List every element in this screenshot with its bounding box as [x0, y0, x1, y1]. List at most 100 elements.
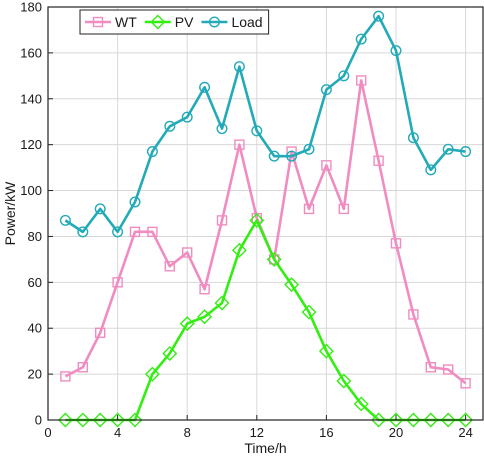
data-point-load: [199, 81, 211, 93]
data-point-wt: [164, 261, 176, 272]
data-point-wt: [425, 362, 436, 373]
data-point-wt: [181, 247, 193, 258]
series-line-load: [64, 14, 466, 234]
data-point-wt: [199, 284, 210, 295]
data-point-pv: [353, 396, 369, 412]
legend-item-wt: WT: [85, 14, 137, 30]
data-point-load: [129, 196, 141, 208]
data-point-load: [251, 125, 263, 137]
data-point-pv: [162, 345, 178, 361]
y-tick-label: 120: [20, 137, 42, 152]
data-point-load: [59, 214, 71, 226]
data-point-load: [268, 150, 280, 162]
data-point-load: [164, 120, 176, 132]
grid: [47, 6, 483, 421]
plot-frame: [47, 6, 484, 421]
data-point-wt: [373, 155, 384, 166]
data-point-load: [338, 70, 350, 82]
data-point-load: [460, 146, 472, 158]
x-tick-label: 0: [44, 425, 51, 440]
data-point-load: [181, 111, 193, 123]
data-point-pv: [405, 412, 421, 428]
legend-swatch-marker: [208, 16, 220, 28]
series-line-pv: [65, 219, 466, 422]
legend-label: PV: [175, 14, 194, 30]
data-point-load: [303, 143, 315, 155]
data-point-load: [146, 146, 158, 158]
legend-label: WT: [115, 14, 137, 30]
x-axis-label: Time/h: [244, 440, 286, 456]
data-point-wt: [321, 160, 332, 171]
data-point-load: [355, 33, 367, 45]
data-point-pv: [92, 412, 108, 428]
legend-label: Load: [231, 14, 262, 30]
data-point-wt: [94, 327, 106, 339]
data-point-load: [320, 84, 332, 96]
x-tick-label: 8: [184, 425, 191, 440]
data-point-wt: [129, 226, 141, 238]
data-point-pv: [197, 309, 213, 325]
y-axis-label: Power/kW: [2, 181, 18, 246]
x-tick-label: 12: [250, 425, 264, 440]
data-point-pv: [266, 251, 282, 267]
y-tick-label: 0: [35, 413, 42, 428]
y-tick-label: 40: [28, 321, 42, 336]
tick-labels: 0 4 8 12 16 20 24 0 20 40 60 80 100 120 140 160 180: [20, 0, 473, 440]
data-point-pv: [423, 412, 439, 428]
data-point-load: [407, 132, 419, 144]
series-load: [59, 10, 472, 238]
data-point-pv: [249, 212, 265, 228]
data-point-pv: [179, 316, 195, 332]
data-point-wt: [338, 203, 349, 215]
x-tick-label: 4: [114, 425, 121, 440]
data-point-pv: [57, 412, 73, 428]
legend-swatch-marker: [92, 16, 104, 28]
data-point-pv: [110, 412, 126, 428]
y-tick-label: 140: [20, 91, 42, 106]
data-point-pv: [388, 412, 404, 428]
x-tick-label: 24: [458, 425, 472, 440]
y-tick-label: 60: [28, 275, 42, 290]
data-point-wt: [356, 75, 367, 86]
data-point-wt: [112, 277, 123, 288]
data-point-pv: [214, 295, 230, 311]
data-point-load: [233, 61, 245, 73]
data-point-pv: [127, 412, 143, 428]
y-tick-label: 160: [20, 45, 42, 60]
data-point-load: [112, 226, 124, 238]
legend-item-load: Load: [201, 14, 263, 30]
data-point-pv: [144, 366, 160, 382]
data-point-pv: [336, 373, 352, 389]
data-point-load: [425, 164, 437, 176]
data-point-pv: [284, 277, 300, 293]
data-point-wt: [234, 139, 245, 150]
y-tick-label: 100: [20, 183, 42, 198]
legend-swatch-marker: [150, 14, 166, 30]
data-point-pv: [371, 412, 387, 428]
y-tick-label: 80: [28, 229, 42, 244]
data-point-pv: [318, 343, 334, 359]
x-tick-label: 16: [319, 425, 333, 440]
data-point-load: [77, 226, 89, 238]
data-point-wt: [147, 226, 158, 238]
data-point-pv: [75, 412, 91, 428]
legend-box: [79, 9, 270, 35]
series-layer: [57, 10, 474, 428]
series-pv: [57, 212, 474, 428]
data-point-wt: [408, 309, 419, 320]
legend: WT PV Load: [79, 9, 270, 35]
y-tick-label: 180: [20, 0, 42, 15]
legend-item-pv: PV: [144, 14, 194, 30]
data-point-wt: [60, 371, 71, 382]
data-point-wt: [460, 378, 471, 389]
x-tick-label: 20: [389, 425, 403, 440]
data-point-load: [442, 143, 454, 155]
data-point-pv: [440, 412, 456, 428]
data-point-pv: [458, 412, 474, 428]
data-point-wt: [216, 215, 228, 226]
series-line-wt: [64, 79, 467, 385]
data-point-wt: [390, 238, 402, 249]
data-point-wt: [77, 362, 89, 373]
data-point-load: [286, 150, 298, 162]
